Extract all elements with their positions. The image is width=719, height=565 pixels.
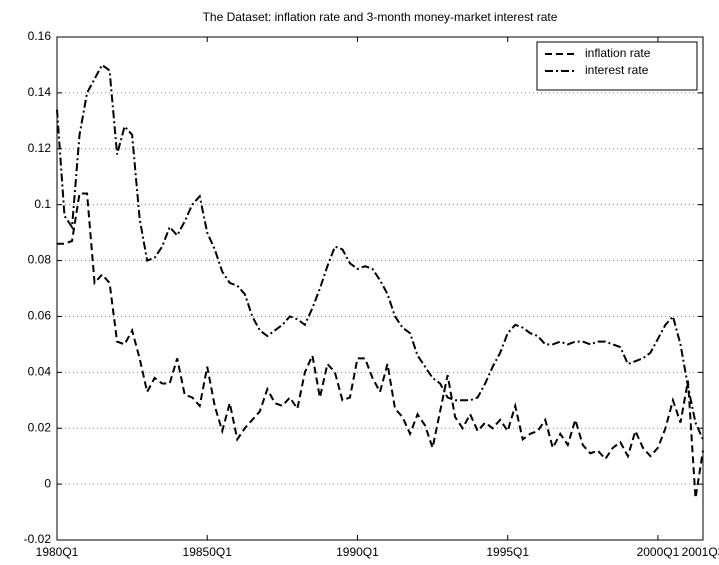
y-tick-label: 0 [44, 476, 51, 490]
y-tick-label: -0.02 [24, 532, 52, 546]
y-tick-label: 0.08 [28, 253, 52, 267]
legend-box [536, 41, 698, 91]
series-line [56, 63, 704, 440]
x-tick-label: 1990Q1 [336, 545, 379, 559]
legend-label: inflation rate [585, 46, 651, 60]
x-tick-label: 1995Q1 [486, 545, 529, 559]
y-tick-label: 0.16 [28, 29, 52, 43]
y-tick-label: 0.1 [34, 197, 51, 211]
y-tick-label: 0.06 [28, 309, 52, 323]
chart-title: The Dataset: inflation rate and 3-month … [203, 10, 558, 24]
y-tick-label: 0.12 [28, 141, 52, 155]
x-tick-label: 2000Q1 [637, 545, 680, 559]
x-tick-label: 1980Q1 [36, 545, 79, 559]
y-tick-label: 0.02 [28, 420, 52, 434]
legend-label: interest rate [585, 63, 649, 77]
x-tick-label: 19850Q1 [183, 545, 233, 559]
y-tick-label: 0.04 [28, 365, 52, 379]
x-tick-label: 2001Q3 [682, 545, 719, 559]
plot-frame [56, 36, 704, 541]
series-line [57, 192, 704, 499]
y-tick-label: 0.14 [28, 85, 52, 99]
